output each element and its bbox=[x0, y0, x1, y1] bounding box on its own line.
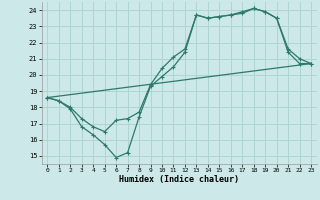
X-axis label: Humidex (Indice chaleur): Humidex (Indice chaleur) bbox=[119, 175, 239, 184]
